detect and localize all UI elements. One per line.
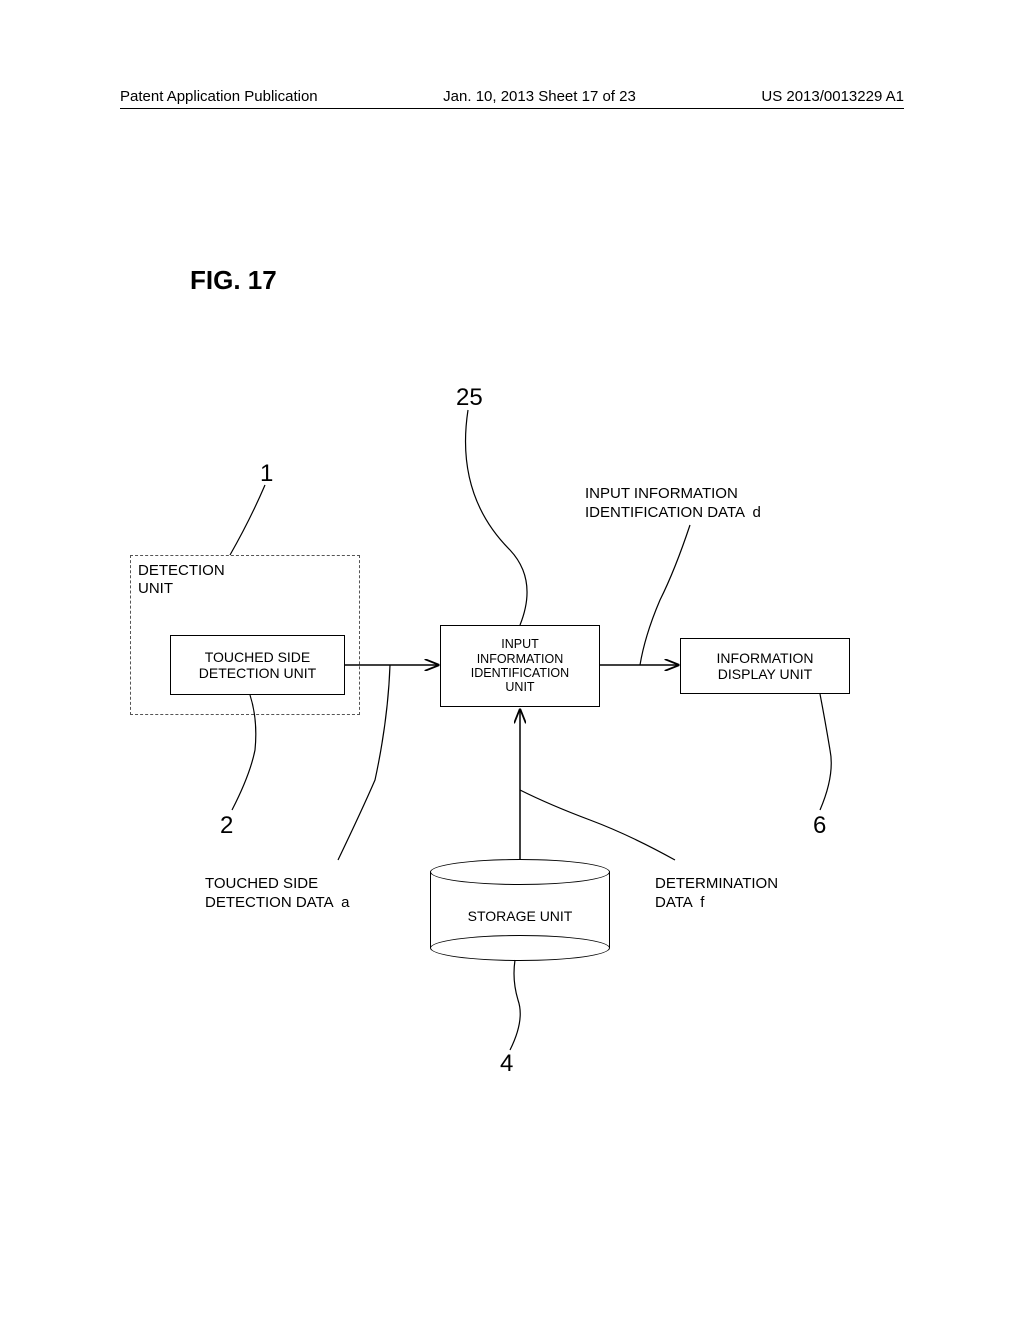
- storage-unit: STORAGE UNIT: [430, 860, 610, 960]
- page-header: Patent Application Publication Jan. 10, …: [0, 88, 1024, 105]
- ref-4: 4: [500, 1050, 513, 1078]
- header-right: US 2013/0013229 A1: [761, 88, 904, 105]
- touched-side-detection-unit: TOUCHED SIDE DETECTION UNIT: [170, 635, 345, 695]
- arrow-touched-to-input: [120, 380, 900, 1080]
- storage-unit-label: STORAGE UNIT: [430, 908, 610, 924]
- diagram: DETECTION UNIT TOUCHED SIDE DETECTION UN…: [120, 380, 900, 1080]
- label-touched-side-detection-data: TOUCHED SIDE DETECTION DATA a: [205, 875, 349, 913]
- input-info-id-unit: INPUT INFORMATION IDENTIFICATION UNIT: [440, 625, 600, 707]
- ref-6: 6: [813, 812, 826, 840]
- figure-title: FIG. 17: [190, 265, 277, 296]
- info-display-unit: INFORMATION DISPLAY UNIT: [680, 638, 850, 694]
- label-input-info-id-data: INPUT INFORMATION IDENTIFICATION DATA d: [585, 485, 761, 523]
- header-rule: [120, 108, 904, 109]
- label-determination-data: DETERMINATION DATA f: [655, 875, 778, 913]
- header-center: Jan. 10, 2013 Sheet 17 of 23: [443, 88, 636, 105]
- header-left: Patent Application Publication: [120, 88, 318, 105]
- ref-2: 2: [220, 812, 233, 840]
- detection-unit-label: DETECTION UNIT: [138, 562, 225, 598]
- leader-lines: [120, 380, 900, 1080]
- ref-25: 25: [456, 384, 483, 412]
- ref-1: 1: [260, 460, 273, 488]
